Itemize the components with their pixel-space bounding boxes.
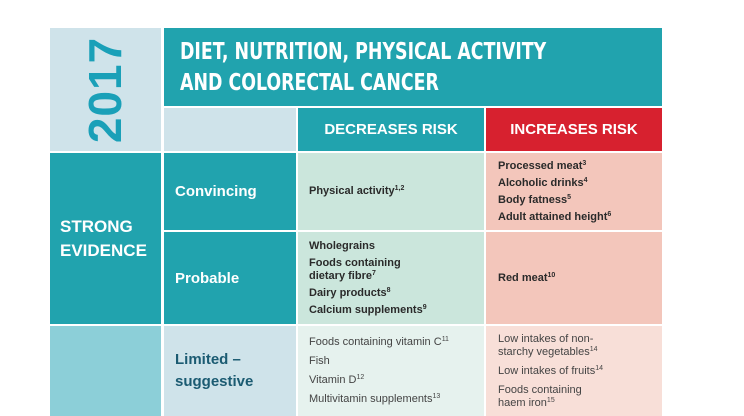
decreases-risk-header: DECREASES RISK — [298, 108, 484, 151]
list-item: Alcoholic drinks4 — [498, 176, 588, 189]
convincing-decreases-cell: Physical activity1,2 — [298, 153, 484, 230]
list-item: Foods containing vitamin C11 — [309, 336, 449, 348]
list-item: haem iron15 — [498, 396, 555, 409]
title-line-2: AND COLORECTAL CANCER — [180, 70, 439, 96]
list-item: Dairy products8 — [309, 286, 391, 299]
list-item: Body fatness5 — [498, 193, 571, 206]
limited-decreases-cell: Foods containing vitamin C11 Fish Vitami… — [298, 326, 484, 416]
list-item: Low intakes of fruits14 — [498, 364, 604, 377]
row-label-limited-suggestive: Limited – suggestive — [164, 326, 296, 416]
year-text: 2017 — [79, 36, 132, 143]
list-item: Physical activity1,2 — [309, 185, 405, 197]
list-item: Calcium supplements9 — [309, 303, 427, 316]
limited-label-line-1: Limited – — [175, 351, 241, 368]
list-item: starchy vegetables14 — [498, 345, 598, 358]
strong-evidence-line-1: STRONG — [60, 216, 133, 236]
strong-evidence-label: STRONG EVIDENCE — [50, 153, 161, 324]
list-item: Vitamin D12 — [309, 374, 365, 386]
limited-increases-cell: Low intakes of non- starchy vegetables14… — [486, 326, 662, 416]
list-item: Foods containing — [309, 256, 401, 269]
list-item: Wholegrains — [309, 239, 376, 252]
matrix-title: DIET, NUTRITION, PHYSICAL ACTIVITY AND C… — [164, 28, 662, 106]
probable-increases-cell: Red meat10 — [486, 232, 662, 324]
strong-evidence-line-2: EVIDENCE — [60, 240, 147, 260]
convincing-increases-cell: Processed meat3 Alcoholic drinks4 Body f… — [486, 153, 662, 230]
title-line-1: DIET, NUTRITION, PHYSICAL ACTIVITY — [180, 39, 547, 65]
limited-evidence-side — [50, 326, 161, 416]
year-label: 2017 — [50, 28, 161, 151]
list-item: Processed meat3 — [498, 159, 587, 172]
row-label-convincing: Convincing — [164, 153, 296, 230]
row-label-probable: Probable — [164, 232, 296, 324]
limited-label-line-2: suggestive — [175, 373, 254, 390]
list-item: Adult attained height6 — [498, 210, 612, 223]
list-item: Red meat10 — [498, 271, 556, 284]
list-item: Fish — [309, 355, 330, 367]
list-item: Foods containing — [498, 383, 582, 396]
list-item: Low intakes of non- — [498, 332, 594, 345]
header-spacer — [164, 108, 296, 151]
list-item: Multivitamin supplements13 — [309, 393, 441, 405]
probable-decreases-cell: Wholegrains Foods containing dietary fib… — [298, 232, 484, 324]
increases-risk-header: INCREASES RISK — [486, 108, 662, 151]
list-item: dietary fibre7 — [309, 269, 376, 282]
